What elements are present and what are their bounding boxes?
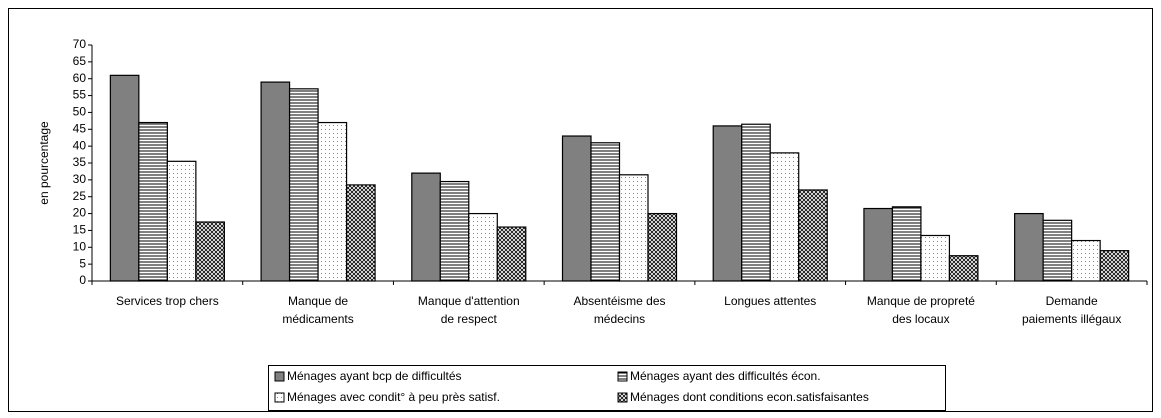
bar bbox=[1099, 250, 1130, 282]
x-tick-label: Manque de bbox=[288, 294, 348, 308]
bar bbox=[618, 174, 649, 282]
x-tick-label: paiements illégaux bbox=[1022, 312, 1121, 326]
x-tick-label: des locaux bbox=[892, 312, 949, 326]
y-tick-label: 25 bbox=[73, 189, 87, 203]
legend-label: Ménages dont conditions econ.satisfaisan… bbox=[630, 390, 869, 404]
legend-swatch bbox=[274, 392, 285, 403]
y-tick-label: 65 bbox=[73, 54, 87, 68]
y-tick-label: 5 bbox=[79, 256, 86, 270]
bar bbox=[948, 255, 979, 282]
bar bbox=[260, 81, 291, 282]
bar bbox=[345, 184, 376, 282]
x-tick-label: Longues attentes bbox=[724, 294, 816, 308]
bar bbox=[741, 123, 771, 282]
x-tick-label: Demande bbox=[1046, 294, 1098, 308]
bar bbox=[769, 152, 800, 282]
legend-swatch bbox=[617, 371, 628, 382]
bar bbox=[891, 206, 922, 282]
bar bbox=[166, 160, 197, 282]
bar bbox=[647, 212, 678, 282]
bar bbox=[496, 226, 527, 282]
bar bbox=[863, 207, 894, 282]
y-tick-label: 40 bbox=[73, 138, 87, 152]
x-tick-label: Absentéisme des bbox=[573, 294, 665, 308]
y-tick-label: 70 bbox=[73, 37, 87, 51]
y-tick-label: 55 bbox=[73, 88, 87, 102]
bar bbox=[561, 135, 592, 282]
bar bbox=[712, 125, 743, 282]
y-axis-label: en pourcentage bbox=[37, 121, 51, 205]
bar bbox=[468, 212, 498, 282]
legend-label: Ménages ayant bcp de difficultés bbox=[287, 369, 462, 383]
x-tick-label: médecins bbox=[594, 312, 645, 326]
x-tick-label: de respect bbox=[441, 312, 498, 326]
bar bbox=[288, 88, 319, 282]
bar bbox=[590, 142, 621, 282]
y-tick-label: 60 bbox=[73, 71, 87, 85]
y-tick-label: 50 bbox=[73, 105, 87, 119]
bar bbox=[439, 180, 470, 282]
x-tick-label: Services trop chers bbox=[116, 294, 219, 308]
legend-swatch bbox=[274, 371, 285, 382]
bar bbox=[1042, 219, 1073, 282]
y-tick-label: 30 bbox=[73, 172, 87, 186]
bar bbox=[1014, 212, 1044, 282]
bar bbox=[317, 121, 348, 282]
bar bbox=[411, 172, 441, 282]
bar bbox=[798, 189, 828, 282]
bar bbox=[920, 234, 951, 282]
bar bbox=[138, 121, 168, 282]
bar bbox=[195, 221, 225, 282]
legend-label: Ménages ayant des difficultés écon. bbox=[630, 369, 821, 383]
y-tick-label: 20 bbox=[73, 206, 87, 220]
x-tick-label: médicaments bbox=[282, 312, 353, 326]
y-tick-label: 15 bbox=[73, 223, 87, 237]
legend bbox=[268, 365, 946, 411]
legend-swatch bbox=[617, 392, 628, 403]
y-tick-label: 45 bbox=[73, 121, 87, 135]
bar bbox=[109, 74, 140, 282]
x-tick-label: Manque de propreté bbox=[867, 294, 975, 308]
y-tick-label: 0 bbox=[79, 273, 86, 287]
y-tick-label: 35 bbox=[73, 155, 87, 169]
legend-label: Ménages avec condit° à peu près satisf. bbox=[287, 390, 500, 404]
x-tick-label: Manque d'attention bbox=[418, 294, 520, 308]
y-tick-label: 10 bbox=[73, 239, 87, 253]
bar bbox=[1071, 239, 1101, 282]
